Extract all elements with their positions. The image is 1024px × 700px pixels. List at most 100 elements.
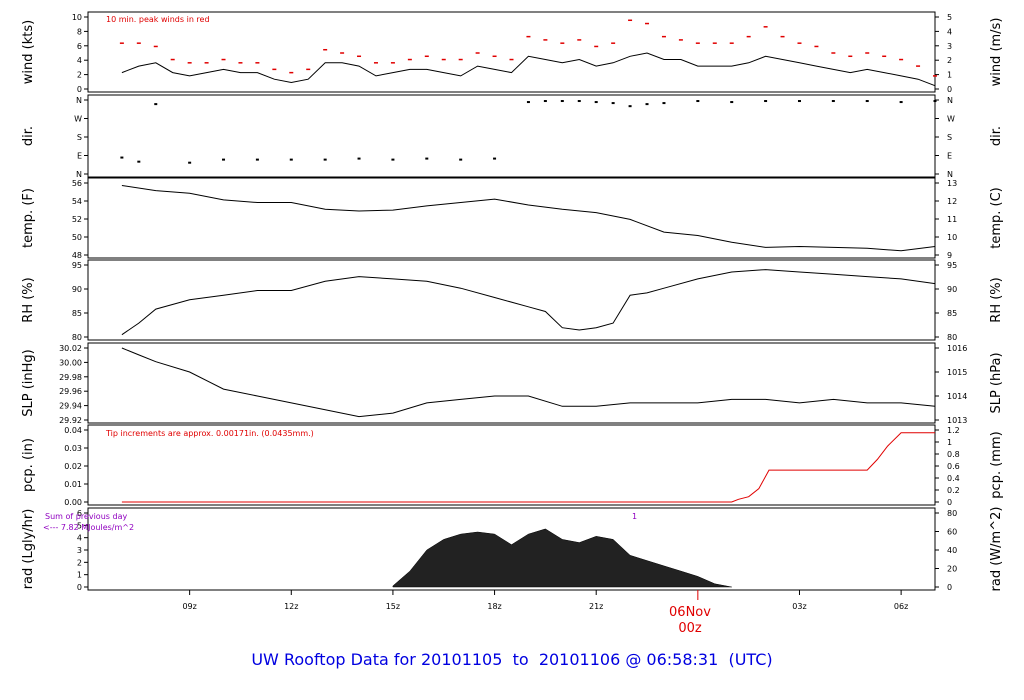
panel-right-label-temp: temp. (C) [989, 187, 1004, 249]
panel-right-label-dir: dir. [989, 126, 1004, 146]
tick-label-right: 1016 [947, 344, 967, 353]
wind-direction-point [831, 100, 835, 103]
wind-direction-point [899, 101, 903, 104]
tick-label-left: 54 [72, 197, 82, 206]
tick-label-right: 12 [947, 197, 957, 206]
wind-direction-point [577, 100, 581, 103]
tick-label-right: S [947, 133, 952, 142]
tick-label-left: 3 [77, 546, 82, 555]
tick-label-right: 1015 [947, 368, 967, 377]
wind-direction-point [391, 158, 395, 161]
tick-label-right: 13 [947, 179, 957, 188]
x-tick-label: 12z [284, 602, 298, 611]
date-marker-day: 06Nov [669, 605, 711, 620]
tick-label-left: 48 [72, 251, 82, 260]
tick-label-right: W [947, 115, 955, 124]
wind-direction-point [730, 101, 734, 104]
wind-direction-point [662, 102, 666, 105]
x-tick-label: 15z [386, 602, 400, 611]
tick-label-left: 10 [72, 13, 82, 22]
x-axis: 09z 12z 15z 18z 21z 03z 06z [182, 590, 908, 611]
tick-label-left: 0.04 [64, 426, 82, 435]
tick-label-left: N [76, 96, 82, 105]
panel-frame-slp [87, 342, 936, 424]
tick-label-right: 0.2 [947, 486, 960, 495]
panel-left-label-dir: dir. [21, 126, 36, 146]
tick-label-left: 90 [72, 285, 82, 294]
wind-direction-point [425, 157, 429, 160]
wind-direction-point [696, 100, 700, 103]
panel-right-label-rh: RH (%) [989, 277, 1004, 322]
wind-direction-point [137, 160, 141, 163]
tick-label-right: 20 [947, 565, 957, 574]
wind-direction-point [764, 100, 768, 103]
tick-label-left: 0.02 [64, 462, 82, 471]
tick-label-left: 0.03 [64, 444, 82, 453]
tick-label-right: 0.8 [947, 450, 960, 459]
tick-label-right: 80 [947, 509, 957, 518]
panel-right-label-rad: rad (W/m^2) [989, 507, 1004, 592]
tick-label-left: E [77, 152, 82, 161]
slp-line [121, 347, 936, 418]
tick-label-right: N [947, 170, 953, 179]
tick-label-right: 80 [947, 333, 957, 342]
tick-label-right: N [947, 96, 953, 105]
panel-frame-pcp [87, 424, 936, 506]
tick-label-right: 1 [947, 438, 952, 447]
x-tick-label: 06z [894, 602, 908, 611]
wind-direction-point [255, 158, 259, 161]
tick-label-left: 5 [77, 521, 82, 530]
rh-line [121, 269, 936, 336]
tick-label-left: 0.00 [64, 498, 82, 507]
page-title: UW Rooftop Data for 20101105 to 20101106… [251, 650, 773, 669]
panel-right-label-pcp: pcp. (mm) [989, 431, 1004, 498]
tick-label-right: 0 [947, 583, 952, 592]
x-tick-label: 21z [589, 602, 603, 611]
wind-direction-point [628, 105, 632, 108]
panel-left-label-rh: RH (%) [21, 277, 36, 322]
panel-left-label-rad: rad (Lgly/hr) [21, 509, 36, 590]
panel-left-label-slp: SLP (inHg) [21, 349, 36, 417]
panel-left-label-wind: wind (kts) [21, 20, 36, 84]
panel-right-label-wind: wind (m/s) [989, 18, 1004, 87]
tick-label-right: 0.4 [947, 474, 960, 483]
tick-label-right: 95 [947, 261, 957, 270]
tick-label-right: 1014 [947, 392, 967, 401]
tick-label-right: 5 [947, 13, 952, 22]
tick-label-right: 10 [947, 233, 957, 242]
radiation-sum-note: Sum of previous day [45, 512, 127, 521]
tick-label-right: E [947, 152, 952, 161]
tick-label-left: 29.96 [59, 387, 82, 396]
tick-label-left: 29.98 [59, 373, 82, 382]
panel-frame-rad [87, 507, 936, 591]
tick-label-left: 30.02 [59, 344, 82, 353]
date-marker-hour: 00z [678, 621, 702, 636]
tick-label-left: S [77, 133, 82, 142]
tick-label-right: 90 [947, 285, 957, 294]
tick-label-left: 4 [77, 56, 82, 65]
tick-label-right: 9 [947, 251, 952, 260]
tick-label-left: 80 [72, 333, 82, 342]
wind-direction-point [289, 158, 293, 161]
tick-label-left: W [74, 115, 82, 124]
tick-label-left: 29.94 [59, 402, 82, 411]
tick-label-right: 11 [947, 215, 957, 224]
tick-label-left: 0 [77, 85, 82, 94]
x-tick-label: 09z [182, 602, 196, 611]
tick-label-right: 85 [947, 309, 957, 318]
tick-label-left: 2 [77, 558, 82, 567]
wind-direction-point [222, 158, 226, 161]
tick-label-left: 85 [72, 309, 82, 318]
temp-line [121, 185, 936, 252]
tick-label-left: 30.00 [59, 358, 82, 367]
panel-frame-rh [87, 259, 936, 341]
precip-line [121, 432, 935, 503]
panel-left-label-pcp: pcp. (in) [21, 438, 36, 492]
tick-label-left: 1 [77, 571, 82, 580]
wind-direction-point [865, 100, 869, 103]
x-tick-label: 18z [487, 602, 501, 611]
tick-label-left: N [76, 170, 82, 179]
tick-label-left: 6 [77, 42, 82, 51]
wind-direction-point [323, 158, 327, 161]
